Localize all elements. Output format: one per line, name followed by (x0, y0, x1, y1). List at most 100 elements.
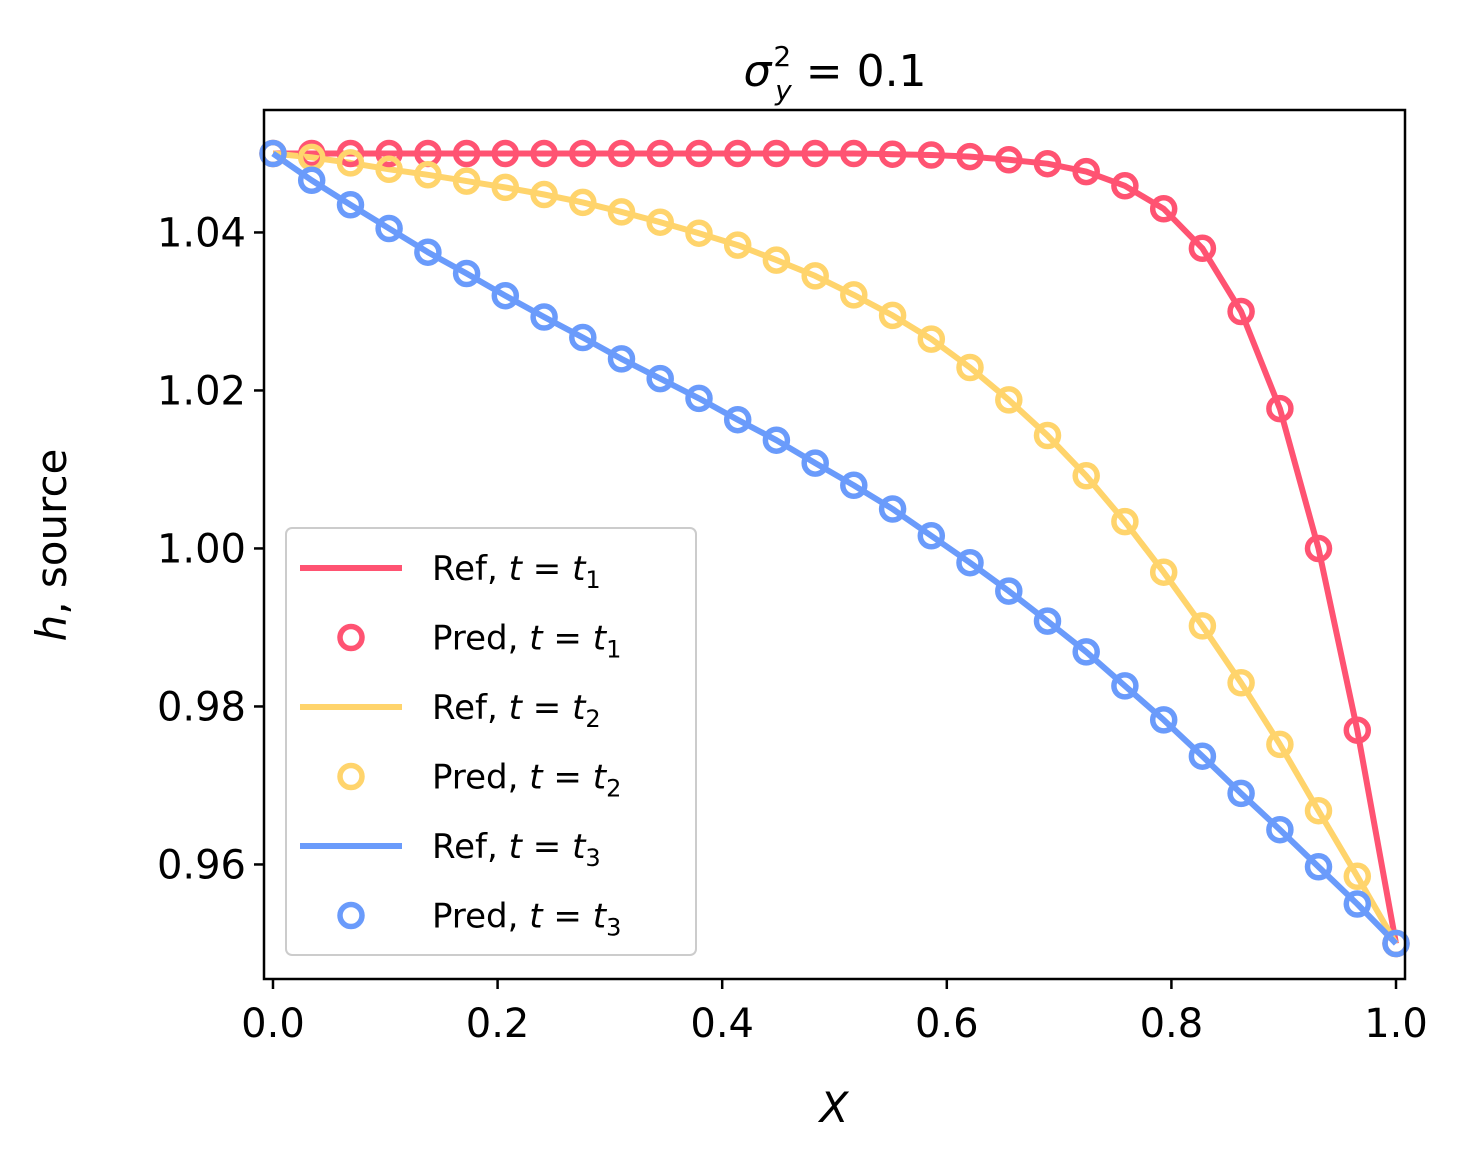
pred-marker-2 (801, 262, 829, 290)
pred-marker-1 (646, 139, 674, 168)
pred-marker-2 (452, 167, 481, 195)
pred-marker-2 (1033, 421, 1062, 450)
pred-marker-3 (917, 522, 946, 550)
legend-ref-label-1: Ref, t = t1 (432, 549, 601, 594)
title-subscript: y (774, 74, 792, 107)
pred-marker-3 (1227, 779, 1255, 808)
title-sigma: σ (743, 46, 772, 97)
pred-marker-2 (1072, 462, 1100, 490)
pred-marker-3 (414, 238, 442, 266)
pred-marker-3 (1304, 853, 1333, 881)
y-axis-label-rest: , source (27, 449, 76, 615)
pred-marker-1 (1149, 195, 1178, 223)
pred-marker-3 (491, 281, 520, 310)
pred-marker-3 (840, 471, 868, 500)
y-axis-label: h, source (27, 449, 76, 642)
pred-marker-3 (762, 426, 791, 454)
pred-marker-1 (956, 142, 984, 171)
pred-marker-1 (917, 141, 946, 169)
pred-marker-1 (1266, 394, 1294, 423)
pred-marker-1 (530, 139, 558, 168)
y-tick-label: 0.96 (157, 842, 246, 888)
pred-marker-3 (259, 139, 287, 168)
pred-marker-2 (1149, 558, 1178, 586)
pred-marker-3 (336, 191, 365, 219)
pred-marker-1 (1343, 716, 1372, 744)
pred-marker-2 (607, 198, 636, 226)
pred-marker-1 (491, 139, 520, 168)
pred-marker-2 (1266, 730, 1294, 759)
pred-marker-3 (723, 405, 752, 434)
pred-marker-2 (840, 281, 868, 309)
pred-marker-1 (452, 139, 481, 168)
pred-marker-3 (297, 166, 326, 195)
y-tick-label: 1.02 (157, 368, 246, 414)
pred-marker-2 (375, 155, 403, 184)
pred-marker-2 (762, 246, 791, 274)
pred-marker-1 (375, 139, 403, 168)
pred-marker-2 (1188, 612, 1217, 640)
pred-marker-3 (878, 495, 907, 523)
pred-marker-2 (530, 180, 558, 209)
pred-marker-1 (878, 140, 907, 168)
pred-marker-2 (917, 325, 946, 353)
x-tick-label: 0.2 (466, 1001, 530, 1047)
pred-marker-2 (1227, 669, 1255, 697)
plot-frame (262, 108, 1407, 981)
pred-marker-2 (336, 149, 365, 177)
pred-marker-3 (530, 303, 558, 331)
pred-marker-1 (685, 139, 713, 168)
pred-marker-3 (685, 384, 713, 413)
pred-marker-1 (723, 139, 752, 168)
legend-pred-label-3: Pred, t = t3 (432, 897, 621, 942)
pred-marker-3 (956, 548, 984, 577)
pred-marker-2 (491, 173, 520, 202)
pred-marker-1 (762, 139, 791, 168)
pred-marker-3 (569, 323, 597, 352)
pred-marker-1 (336, 139, 365, 168)
y-tick-label: 1.00 (157, 526, 246, 572)
pred-marker-1 (1188, 234, 1217, 263)
pred-marker-3 (1072, 638, 1100, 666)
pred-marker-2 (646, 208, 674, 236)
y-axis: 0.96 0.98 1.00 1.02 1.04 (157, 210, 264, 888)
pred-marker-3 (1266, 815, 1294, 844)
pred-marker-2 (1304, 796, 1333, 825)
pred-marker-2 (723, 231, 752, 259)
pred-marker-1 (1111, 172, 1139, 200)
pred-marker-3 (1033, 607, 1062, 635)
title-superscript: 2 (773, 40, 791, 73)
x-tick-label: 0.4 (690, 1001, 754, 1047)
pred-marker-2 (995, 386, 1023, 414)
pred-marker-2 (956, 353, 984, 382)
pred-marker-3 (452, 259, 481, 288)
pred-marker-2 (414, 161, 442, 189)
pred-marker-3 (1149, 706, 1178, 734)
legend-marker-3 (337, 901, 365, 930)
pred-marker-3 (1343, 890, 1372, 918)
pred-marker-1 (1072, 157, 1100, 186)
pred-marker-3 (375, 214, 403, 243)
pred-marker-1 (1227, 297, 1255, 326)
pred-marker-3 (995, 577, 1023, 605)
pred-marker-1 (801, 139, 829, 168)
x-tick-label: 1.0 (1364, 1001, 1428, 1047)
pred-marker-3 (1111, 672, 1139, 700)
x-tick-label: 0.8 (1140, 1001, 1204, 1047)
pred-marker-2 (1111, 507, 1139, 536)
pred-marker-1 (1033, 149, 1062, 178)
legend-marker-2 (337, 762, 365, 791)
legend-box (285, 527, 697, 956)
pred-marker-1 (995, 146, 1023, 174)
legend: Ref, t = t1 Pred, t = t1 Ref, t = t2 Pred, … (285, 527, 697, 956)
pred-marker-2 (878, 301, 907, 330)
pred-marker-3 (646, 364, 674, 393)
pred-marker-2 (685, 219, 713, 247)
pred-marker-2 (1343, 862, 1372, 891)
legend-ref-label-3: Ref, t = t3 (432, 827, 601, 872)
legend-pred-label-1: Pred, t = t1 (432, 619, 621, 664)
pred-marker-2 (569, 188, 597, 217)
title-rest: = 0.1 (792, 46, 927, 97)
